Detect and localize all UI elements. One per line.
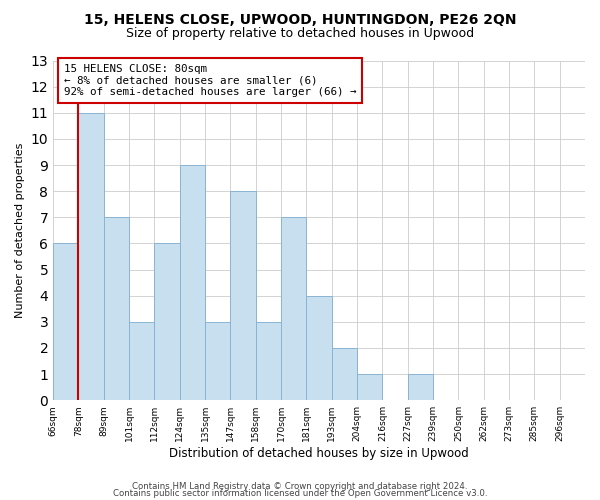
Bar (230, 191, 256, 400)
Bar (332, 348, 357, 400)
Bar (129, 322, 154, 400)
Bar (53, 244, 79, 400)
Text: Contains public sector information licensed under the Open Government Licence v3: Contains public sector information licen… (113, 490, 487, 498)
Bar (154, 244, 180, 400)
Text: 15, HELENS CLOSE, UPWOOD, HUNTINGDON, PE26 2QN: 15, HELENS CLOSE, UPWOOD, HUNTINGDON, PE… (84, 12, 516, 26)
Bar (79, 113, 104, 400)
Text: Size of property relative to detached houses in Upwood: Size of property relative to detached ho… (126, 28, 474, 40)
Bar (307, 296, 332, 400)
Bar (281, 218, 307, 400)
Text: 15 HELENS CLOSE: 80sqm
← 8% of detached houses are smaller (6)
92% of semi-detac: 15 HELENS CLOSE: 80sqm ← 8% of detached … (64, 64, 356, 97)
Bar (104, 218, 129, 400)
Bar (205, 322, 230, 400)
Text: Contains HM Land Registry data © Crown copyright and database right 2024.: Contains HM Land Registry data © Crown c… (132, 482, 468, 491)
Bar (256, 322, 281, 400)
Y-axis label: Number of detached properties: Number of detached properties (15, 142, 25, 318)
X-axis label: Distribution of detached houses by size in Upwood: Distribution of detached houses by size … (169, 447, 469, 460)
Bar (408, 374, 433, 400)
Bar (180, 165, 205, 400)
Bar (357, 374, 382, 400)
